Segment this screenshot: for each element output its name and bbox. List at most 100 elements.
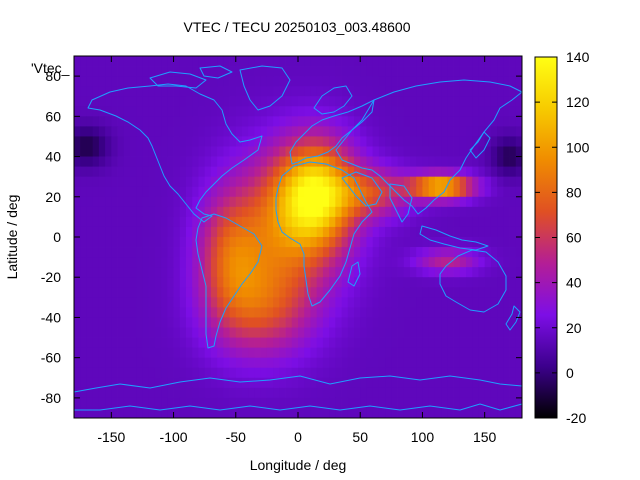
heatmap-cell (316, 86, 324, 97)
heatmap-cell (210, 387, 218, 399)
heatmap-cell (316, 146, 324, 157)
heatmap-cell (242, 387, 249, 399)
heatmap-cell (490, 196, 498, 208)
heatmap-cell (167, 96, 174, 107)
heatmap-cell (266, 247, 274, 258)
heatmap-cell (117, 297, 125, 308)
heatmap-cell (434, 307, 442, 318)
heatmap-cell (341, 216, 349, 228)
heatmap-cell (360, 337, 367, 349)
heatmap-cell (173, 347, 181, 359)
heatmap-cell (385, 337, 392, 349)
heatmap-cell (322, 166, 330, 178)
heatmap-cell (111, 337, 118, 349)
heatmap-cell (117, 146, 125, 157)
x-tick-label: -100 (160, 429, 188, 445)
heatmap-cell (434, 146, 442, 157)
heatmap-cell (478, 106, 486, 117)
heatmap-cell (341, 317, 349, 328)
heatmap-cell (167, 126, 174, 137)
heatmap-cell (310, 216, 318, 228)
heatmap-cell (279, 86, 286, 97)
heatmap-cell (291, 287, 299, 298)
heatmap-cell (490, 337, 498, 349)
heatmap-cell (428, 176, 436, 188)
heatmap-cell (242, 66, 249, 77)
heatmap-cell (354, 397, 361, 409)
heatmap-cell (422, 146, 430, 157)
heatmap-cell (229, 226, 237, 238)
heatmap-cell (428, 247, 436, 258)
heatmap-cell (490, 166, 498, 178)
heatmap-cell (403, 96, 411, 107)
heatmap-cell (459, 106, 467, 117)
heatmap-cell (453, 337, 461, 349)
heatmap-cell (279, 206, 286, 218)
heatmap-cell (273, 56, 280, 67)
heatmap-cell (484, 377, 492, 389)
heatmap-cell (223, 206, 230, 218)
heatmap-cell (316, 367, 324, 379)
heatmap-cell (186, 146, 193, 157)
heatmap-cell (397, 287, 405, 298)
heatmap-cell (86, 247, 94, 258)
heatmap-cell (273, 307, 280, 318)
heatmap-cell (416, 337, 423, 349)
heatmap-cell (466, 226, 473, 238)
colorbar-tick-label: 140 (566, 49, 590, 65)
heatmap-cell (210, 367, 218, 379)
heatmap-cell (210, 206, 218, 218)
heatmap-cell (478, 237, 486, 248)
heatmap-cell (434, 377, 442, 389)
heatmap-cell (260, 327, 268, 338)
heatmap-cell (186, 267, 193, 278)
heatmap-cell (366, 347, 374, 359)
heatmap-cell (86, 96, 94, 107)
heatmap-cell (192, 377, 199, 389)
heatmap-cell (329, 56, 336, 67)
heatmap-cell (428, 186, 436, 198)
heatmap-cell (242, 216, 249, 228)
heatmap-cell (86, 267, 94, 278)
heatmap-cell (322, 307, 330, 318)
heatmap-cell (130, 397, 137, 409)
heatmap-cell (123, 126, 131, 137)
y-tick-label: -60 (41, 350, 61, 366)
heatmap-cell (441, 367, 448, 379)
heatmap-cell (279, 277, 286, 288)
heatmap-cell (310, 377, 318, 389)
heatmap-cell (503, 56, 510, 67)
heatmap-cell (279, 66, 286, 77)
heatmap-cell (117, 156, 125, 168)
heatmap-cell (490, 86, 498, 97)
heatmap-cell (173, 337, 181, 349)
heatmap-cell (92, 56, 100, 67)
heatmap-cell (285, 226, 293, 238)
heatmap-cell (98, 337, 106, 349)
heatmap-cell (186, 277, 193, 288)
heatmap-cell (248, 166, 255, 178)
heatmap-cell (105, 347, 112, 359)
heatmap-cell (466, 357, 473, 369)
heatmap-cell (298, 267, 305, 278)
heatmap-cell (279, 146, 286, 157)
heatmap-cell (410, 267, 417, 278)
heatmap-cell (98, 277, 106, 288)
heatmap-cell (422, 226, 430, 238)
heatmap-cell (74, 407, 81, 419)
heatmap-cell (291, 86, 299, 97)
heatmap-cell (80, 186, 87, 198)
heatmap-cell (428, 337, 436, 349)
heatmap-cell (397, 307, 405, 318)
heatmap-cell (472, 277, 479, 288)
heatmap-cell (509, 56, 517, 67)
heatmap-cell (136, 297, 143, 308)
heatmap-cell (105, 317, 112, 328)
heatmap-cell (254, 287, 262, 298)
heatmap-cell (186, 166, 193, 178)
heatmap-cell (210, 156, 218, 168)
heatmap-cell (80, 237, 87, 248)
heatmap-cell (298, 196, 305, 208)
heatmap-cell (329, 86, 336, 97)
heatmap-cell (235, 327, 243, 338)
